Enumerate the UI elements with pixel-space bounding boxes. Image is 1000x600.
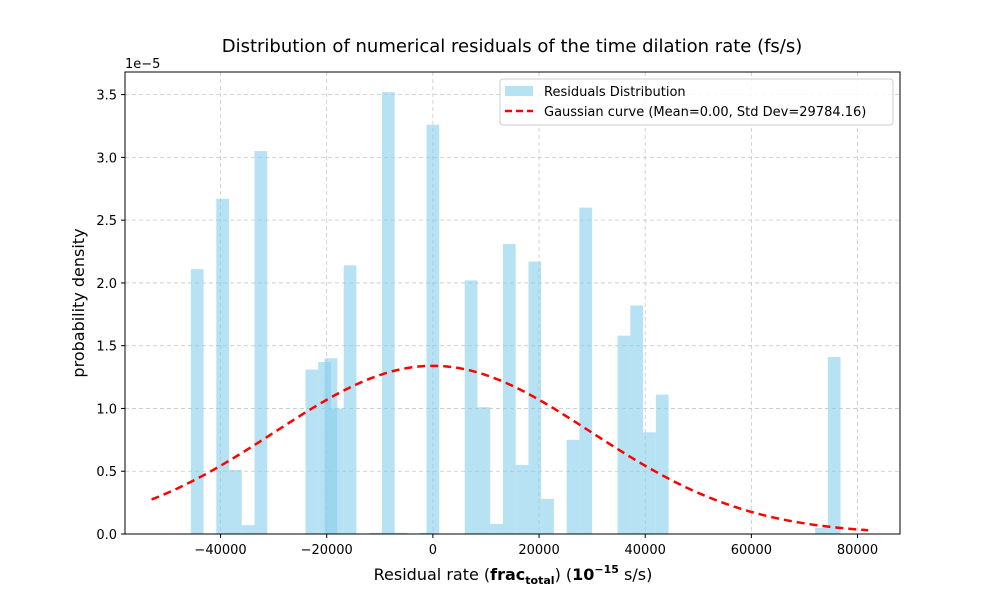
plot-frame	[124, 71, 901, 535]
x-label-frac: frac	[490, 565, 525, 584]
legend-label-histogram: Residuals Distribution	[544, 85, 686, 100]
grid-lines	[125, 72, 900, 535]
histogram-bar	[464, 280, 478, 534]
legend-swatch-histogram	[505, 86, 533, 96]
x-tick-label: 0	[429, 543, 437, 558]
x-label-power-base: 10	[572, 565, 594, 584]
histogram-bar	[229, 469, 242, 534]
x-tick-label: 40000	[625, 543, 666, 558]
x-label-power-exponent: −15	[594, 563, 619, 576]
histogram-bar	[369, 532, 382, 534]
y-axis-ticks: 0.0 0.5 1.0 1.5 2.0 2.5 3.0 3.5	[96, 89, 125, 543]
x-tick-label: −20000	[301, 543, 353, 558]
histogram-bar	[254, 151, 268, 534]
x-tick-label: 80000	[837, 543, 878, 558]
histogram-bar	[477, 407, 491, 534]
histogram-bar	[579, 207, 593, 534]
y-tick-label: 3.5	[96, 89, 117, 104]
y-tick-label: 2.0	[96, 277, 117, 292]
x-label-suffix: s/s)	[619, 565, 652, 584]
y-tick-label: 0.5	[96, 465, 117, 480]
histogram-bar	[630, 305, 644, 534]
histogram-bar	[394, 532, 408, 534]
histogram-bar	[216, 198, 230, 534]
y-tick-label: 1.5	[96, 340, 117, 355]
chart-title: Distribution of numerical residuals of t…	[222, 36, 803, 57]
histogram-bar	[617, 335, 631, 534]
histogram-bar	[305, 369, 319, 534]
y-tick-label: 2.5	[96, 214, 117, 229]
x-axis-label: Residual rate (fractotal) (10−15 s/s)	[374, 563, 653, 587]
histogram-bar	[330, 408, 344, 534]
gaussian-curve-layer	[151, 364, 869, 532]
x-label-frac-subscript: total	[525, 574, 554, 587]
histogram-bar	[655, 394, 669, 534]
histogram-bar	[502, 243, 516, 534]
x-tick-label: −40000	[194, 543, 246, 558]
x-axis-ticks: −40000 −20000 0 20000 40000 60000 80000	[194, 534, 878, 558]
histogram-bar	[643, 432, 656, 534]
y-axis-multiplier: 1e−5	[125, 57, 160, 72]
histogram-bar	[343, 265, 357, 534]
histogram-bar	[827, 356, 841, 534]
x-tick-label: 60000	[731, 543, 772, 558]
x-label-middle: ) (	[555, 565, 573, 584]
y-tick-label: 0.0	[96, 528, 117, 543]
legend-box	[499, 78, 894, 126]
y-axis-label: probability density	[69, 228, 88, 377]
histogram-bar	[241, 525, 255, 534]
legend-label-gaussian: Gaussian curve (Mean=0.00, Std Dev=29784…	[544, 105, 866, 120]
histogram-bar	[190, 269, 204, 534]
histogram-bar	[381, 92, 395, 534]
histogram-bar	[566, 439, 580, 534]
x-tick-label: 20000	[518, 543, 559, 558]
x-label-prefix: Residual rate (	[374, 565, 490, 584]
histogram-bar	[541, 498, 554, 534]
histogram-bars	[190, 92, 841, 534]
legend: Residuals Distribution Gaussian curve (M…	[499, 78, 894, 126]
gaussian-curve-line	[151, 364, 869, 532]
histogram-bar	[426, 124, 440, 534]
y-tick-label: 3.0	[96, 151, 117, 166]
histogram-bar	[490, 523, 503, 534]
y-tick-label: 1.0	[96, 402, 117, 417]
histogram-bar	[515, 464, 529, 534]
histogram-bar	[815, 527, 828, 534]
